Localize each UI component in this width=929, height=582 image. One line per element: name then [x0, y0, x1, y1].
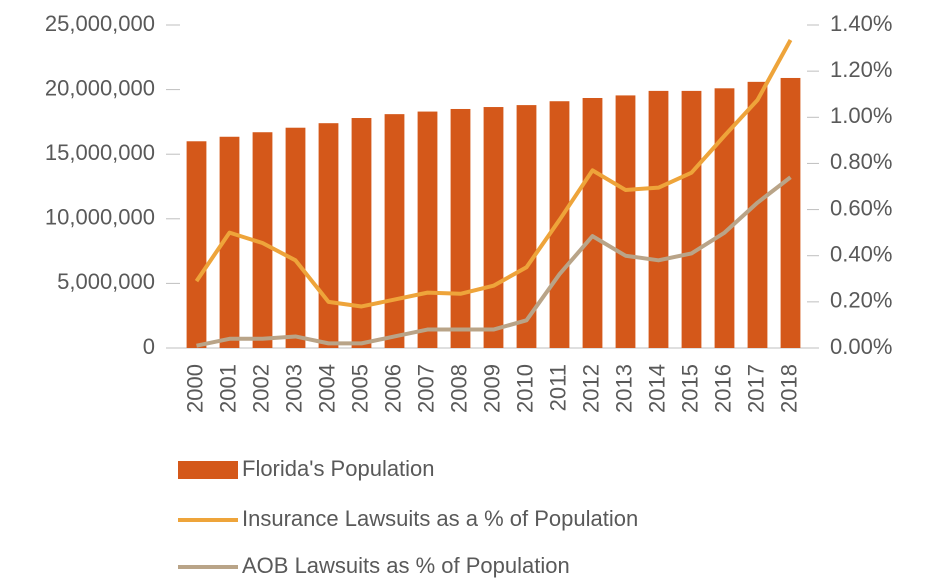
bar: [516, 105, 537, 348]
bar: [747, 81, 768, 349]
bar: [417, 111, 438, 349]
x-tick-label: 2004: [314, 364, 339, 413]
bar: [483, 107, 504, 349]
bar: [648, 90, 669, 348]
y-tick-label: 10,000,000: [45, 205, 155, 230]
x-tick-label: 2013: [611, 364, 636, 413]
bar: [714, 88, 735, 349]
legend-label: AOB Lawsuits as % of Population: [242, 553, 570, 578]
x-tick-label: 2001: [215, 364, 240, 413]
line: [196, 175, 792, 348]
y2-tick-label: 0.00%: [830, 334, 892, 359]
legend-swatch: [178, 461, 238, 479]
y2-tick-label: 1.00%: [830, 103, 892, 128]
legend-label: Insurance Lawsuits as a % of Population: [242, 506, 638, 531]
x-tick-label: 2014: [644, 364, 669, 413]
y2-tick-label: 1.40%: [830, 11, 892, 36]
x-tick-label: 2010: [512, 364, 537, 413]
x-tick-label: 2002: [248, 364, 273, 413]
y-tick-label: 0: [143, 334, 155, 359]
legend-label: Florida's Population: [242, 456, 435, 481]
y2-tick-label: 0.40%: [830, 242, 892, 267]
y-tick-label: 25,000,000: [45, 11, 155, 36]
y2-tick-label: 1.20%: [830, 57, 892, 82]
x-tick-label: 2000: [182, 364, 207, 413]
bar: [780, 77, 801, 349]
bar: [252, 132, 273, 348]
y2-tick-label: 0.80%: [830, 149, 892, 174]
bar: [681, 90, 702, 348]
bar: [186, 141, 207, 348]
bar: [549, 101, 570, 348]
x-tick-label: 2015: [677, 364, 702, 413]
bar: [219, 136, 240, 348]
y-tick-label: 15,000,000: [45, 140, 155, 165]
x-tick-label: 2012: [578, 364, 603, 413]
bar: [285, 127, 306, 349]
y2-tick-label: 0.20%: [830, 288, 892, 313]
bar: [351, 118, 372, 348]
bar: [582, 97, 603, 348]
line: [194, 39, 793, 309]
bar: [450, 108, 471, 348]
x-tick-label: 2005: [347, 364, 372, 413]
x-tick-label: 2006: [380, 364, 405, 413]
y-tick-label: 5,000,000: [57, 269, 155, 294]
bar: [615, 95, 636, 348]
x-tick-label: 2017: [743, 364, 768, 413]
x-tick-label: 2011: [545, 364, 570, 411]
bar: [384, 114, 405, 348]
x-tick-label: 2009: [479, 364, 504, 413]
x-tick-label: 2018: [776, 364, 801, 413]
x-tick-label: 2003: [281, 364, 306, 413]
x-tick-label: 2016: [710, 364, 735, 413]
x-tick-label: 2007: [413, 364, 438, 413]
bar: [318, 123, 339, 348]
y-tick-label: 20,000,000: [45, 75, 155, 100]
x-tick-label: 2008: [446, 364, 471, 413]
y2-tick-label: 0.60%: [830, 195, 892, 220]
